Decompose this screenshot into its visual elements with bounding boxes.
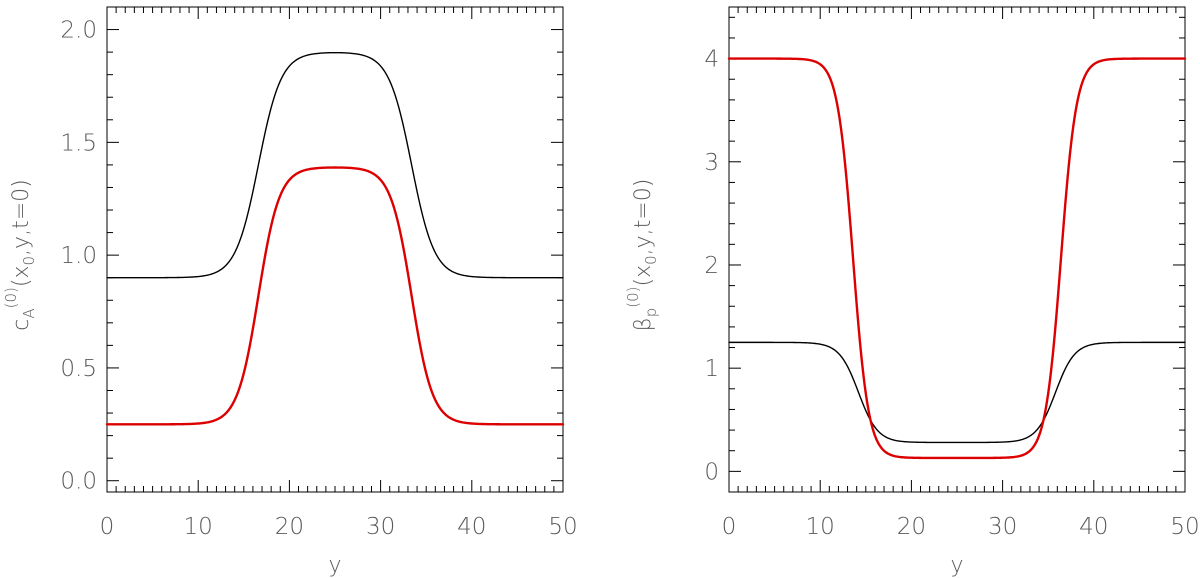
left-series-red-line (105, 166, 565, 426)
left-x-tick-label: 10 (184, 514, 213, 540)
left-x-tick-label: 0 (100, 514, 115, 540)
right-x-tick-label: 10 (806, 514, 835, 540)
right-y-tick-label: 3 (704, 150, 719, 176)
right-y-tick-label: 1 (704, 356, 719, 382)
right-x-tick-label: 20 (897, 514, 926, 540)
left-y-tick-label: 0.0 (60, 469, 97, 495)
right-x-tick-label: 40 (1079, 514, 1108, 540)
left-x-tick-label: 30 (366, 514, 395, 540)
left-y-tick-label: 1.5 (60, 130, 97, 156)
right-x-tick-label: 0 (722, 514, 737, 540)
right-plot-frame (728, 6, 1186, 493)
left-y-tick-label: 1.0 (60, 243, 97, 269)
right-x-tick-label: 50 (1170, 514, 1199, 540)
right-y-tick-label: 2 (704, 253, 719, 279)
right-y-tick-label: 4 (704, 47, 719, 73)
right-x-tick-label: 30 (988, 514, 1017, 540)
left-x-tick-label: 50 (548, 514, 577, 540)
left-panel: 0 10 20 30 40 50 0.0 0.5 1.0 1.5 2.0 y cA(0)(x0,y,t=… (2, 6, 578, 578)
right-x-axis-title: y (950, 553, 963, 578)
left-y-axis-title: cA(0)(x0,y,t=0) (2, 179, 38, 330)
right-y-axis-title: βp(0)(x0,y,t=0) (624, 179, 660, 332)
left-x-tick-label: 20 (275, 514, 304, 540)
left-y-tick-label: 2.0 (60, 18, 97, 44)
right-series-black-line (728, 341, 1186, 444)
right-y-tick-label: 0 (704, 459, 719, 485)
right-series-red-line (727, 57, 1187, 460)
left-x-tick-label: 40 (457, 514, 486, 540)
left-y-tick-label: 0.5 (60, 356, 97, 382)
left-plot-frame (106, 6, 564, 493)
left-series-black-line (106, 51, 564, 279)
left-x-axis-title: y (328, 553, 341, 578)
right-panel: 0 10 20 30 40 50 0 1 2 3 4 y βp(0)(x0,y,t=0) (624, 6, 1200, 578)
